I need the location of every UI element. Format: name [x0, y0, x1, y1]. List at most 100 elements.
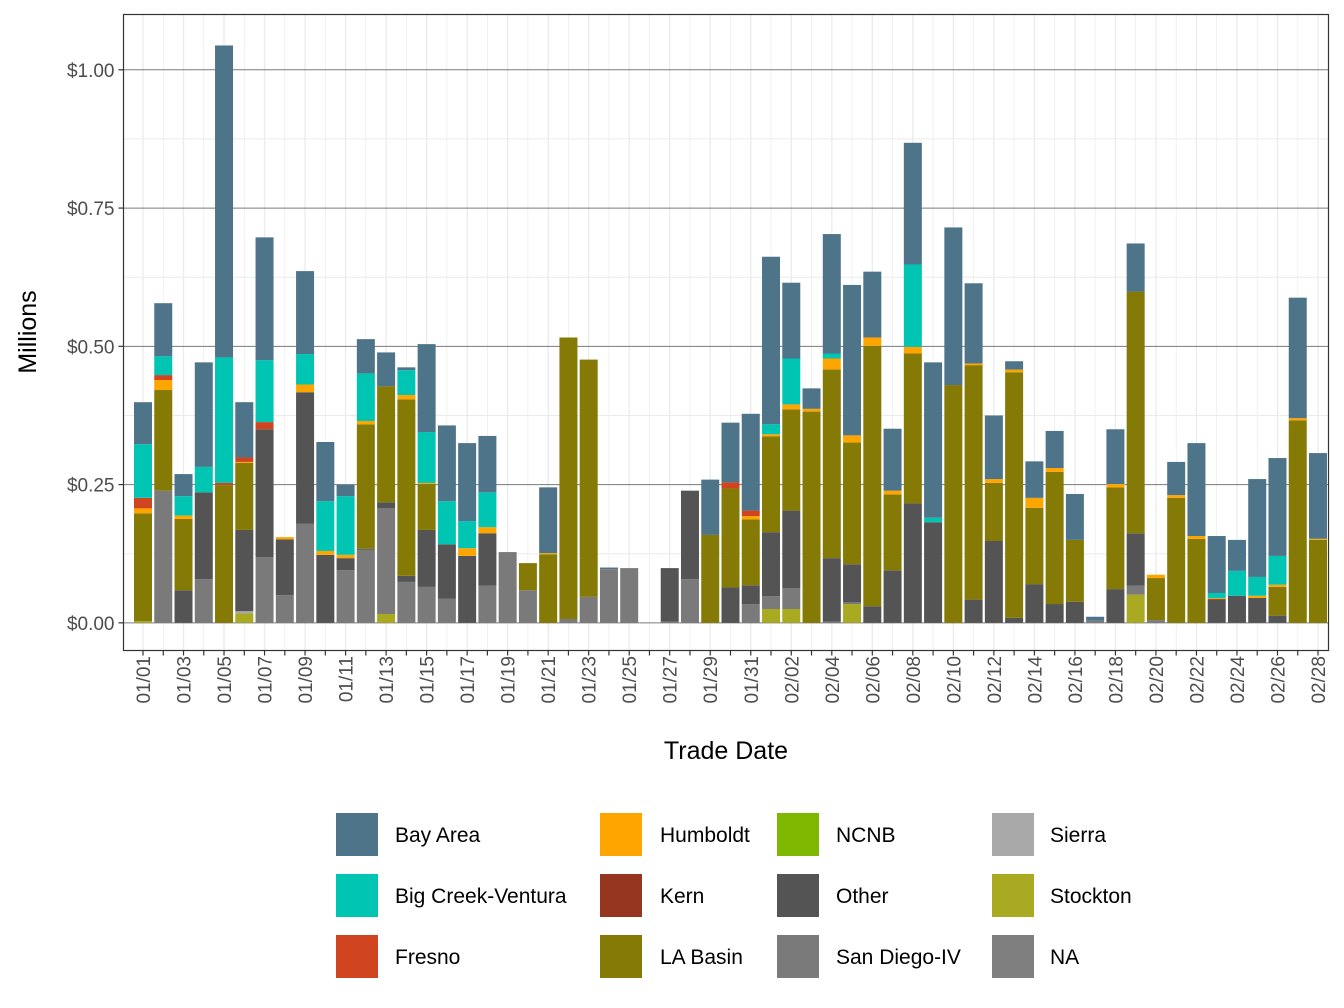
legend-swatch [777, 813, 819, 856]
bar-segment-big-creek-ventura-02-25 [1248, 576, 1267, 596]
bar-segment-other-01-27 [660, 568, 679, 622]
legend-item-humboldt: Humboldt [600, 813, 750, 856]
bar-segment-other-02-23 [1207, 599, 1226, 623]
legend-item-fresno: Fresno [336, 935, 460, 978]
bar-segment-bay-area-02-15 [1045, 430, 1064, 468]
bar-segment-other-02-06 [863, 606, 882, 623]
x-tick-label: 02/24 [1228, 656, 1249, 704]
bar-segment-la-basin-02-26 [1268, 586, 1287, 616]
bar-segment-other-02-18 [1106, 589, 1125, 623]
bar-segment-other-01-09 [296, 392, 315, 524]
bar-segment-big-creek-ventura-01-07 [255, 360, 274, 423]
bar-segment-other-01-14 [397, 575, 416, 582]
bar-segment-other-01-07 [255, 429, 274, 558]
bar-segment-humboldt-02-08 [903, 346, 922, 354]
bar-segment-stockton-01-01 [134, 621, 152, 623]
bar-segment-big-creek-ventura-02-26 [1268, 555, 1287, 585]
bar-segment-big-creek-ventura-01-18 [478, 492, 497, 528]
bar-segment-other-02-12 [984, 540, 1003, 623]
bar-segment-fresno-01-01 [134, 497, 152, 509]
bar-segment-bay-area-01-12 [356, 339, 375, 374]
bar-segment-other-02-15 [1045, 604, 1064, 623]
bar-segment-bay-area-01-06 [235, 402, 254, 458]
bar-segment-stockton-01-13 [377, 613, 396, 623]
bar-segment-humboldt-02-20 [1146, 574, 1165, 579]
bar-segment-la-basin-02-15 [1045, 471, 1064, 605]
bar-segment-bay-area-02-14 [1025, 461, 1044, 498]
bar-segment-humboldt-01-18 [478, 527, 497, 534]
bar-segment-humboldt-01-10 [316, 550, 335, 555]
x-tick-label: 02/16 [1066, 656, 1087, 704]
bar-segment-humboldt-02-21 [1167, 495, 1186, 498]
bar-segment-humboldt-01-11 [336, 554, 355, 559]
bar-segment-humboldt-02-06 [863, 337, 882, 346]
bar-segment-la-basin-02-22 [1187, 538, 1206, 623]
bar-segment-humboldt-01-06 [235, 461, 254, 464]
legend-label: Humboldt [660, 824, 750, 847]
bar-segment-san-diego-iv-01-23 [579, 596, 598, 623]
x-tick-label: 01/31 [742, 656, 763, 704]
legend-label: Sierra [1050, 824, 1106, 847]
bar-segment-la-basin-02-03 [802, 411, 821, 623]
bar-segment-la-basin-01-30 [721, 488, 740, 588]
bar-segment-humboldt-02-28 [1309, 538, 1327, 540]
bar-segment-humboldt-02-25 [1248, 595, 1267, 598]
legend-swatch [777, 935, 819, 978]
bar-segment-humboldt-02-15 [1045, 467, 1064, 472]
bar-segment-big-creek-ventura-01-01 [134, 444, 152, 498]
bar-segment-big-creek-ventura-01-16 [437, 501, 456, 545]
bar-segment-bay-area-01-03 [174, 474, 193, 497]
y-tick-label: $0.00 [67, 614, 115, 635]
bar-segment-humboldt-01-12 [356, 420, 375, 425]
bar-segment-bay-area-01-15 [417, 344, 436, 433]
bar-segment-bay-area-02-03 [802, 388, 821, 409]
x-tick-label: 01/11 [337, 656, 358, 702]
bar-segment-la-basin-02-05 [843, 442, 862, 565]
bar-segment-other-01-03 [174, 590, 193, 623]
bar-segment-la-basin-02-08 [903, 353, 922, 504]
bar-segment-bay-area-02-22 [1187, 443, 1206, 537]
bar-segment-san-diego-iv-01-14 [397, 581, 416, 623]
bar-segment-san-diego-iv-01-09 [296, 523, 315, 623]
bar-segment-big-creek-ventura-02-23 [1207, 592, 1226, 598]
bar-segment-la-basin-02-12 [984, 482, 1003, 541]
bar-segment-stockton-02-01 [762, 609, 781, 623]
bar-segment-bay-area-02-06 [863, 271, 882, 338]
bar-segment-san-diego-iv-01-18 [478, 585, 497, 623]
x-tick-label: 02/18 [1106, 656, 1127, 704]
bar-segment-san-diego-iv-01-24 [599, 569, 618, 623]
bar-segment-san-diego-iv-01-25 [620, 568, 639, 623]
legend-swatch [600, 874, 642, 917]
bar-segment-big-creek-ventura-01-15 [417, 432, 436, 483]
bar-segment-humboldt-02-12 [984, 479, 1003, 483]
bar-segment-stockton-02-02 [782, 609, 801, 623]
bar-segment-bay-area-02-05 [843, 284, 862, 436]
x-tick-label: 01/07 [256, 656, 277, 704]
x-tick-label: 02/28 [1309, 656, 1330, 704]
legend-item-sierra: Sierra [992, 813, 1106, 856]
bar-segment-big-creek-ventura-01-12 [356, 373, 375, 421]
bar-segment-bay-area-01-01 [134, 402, 152, 445]
x-tick-label: 01/27 [661, 656, 682, 704]
bar-segment-la-basin-01-20 [518, 563, 537, 591]
bar-segment-la-basin-01-03 [174, 518, 193, 591]
bar-segment-san-diego-iv-02-05 [843, 602, 862, 605]
x-tick-label: 01/03 [175, 656, 196, 704]
legend-label: Fresno [395, 946, 460, 969]
bar-segment-bay-area-01-04 [194, 362, 213, 467]
x-tick-label: 01/19 [499, 656, 520, 704]
bar-segment-other-01-12 [356, 548, 375, 550]
bar-segment-humboldt-01-15 [417, 482, 436, 485]
bar-segment-stockton-02-05 [843, 604, 862, 623]
bar-segment-humboldt-01-21 [539, 553, 558, 555]
bar-segment-san-diego-iv-01-20 [518, 590, 537, 623]
bar-segment-la-basin-02-28 [1309, 539, 1327, 623]
bar-segment-bay-area-01-31 [741, 413, 760, 511]
y-tick-label: $0.25 [67, 476, 115, 497]
bar-segment-la-basin-02-20 [1146, 578, 1165, 621]
bar-segment-humboldt-01-03 [174, 515, 193, 519]
legend: Bay Area Big Creek-Ventura Fresno Humboldt K… [336, 813, 1132, 978]
bar-segment-humboldt-02-01 [762, 434, 781, 437]
legend-item-kern: Kern [600, 874, 704, 917]
